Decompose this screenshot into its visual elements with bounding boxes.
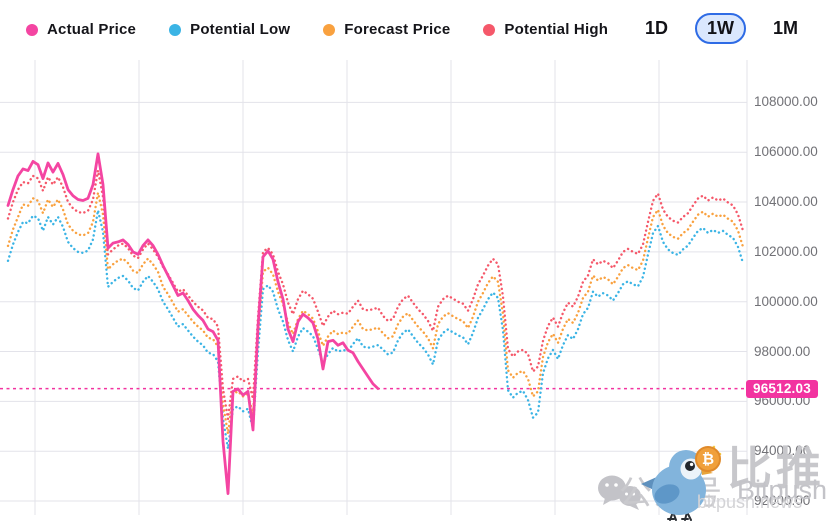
legend-item-label: Potential High	[504, 21, 609, 38]
range-selector: 1D 1W 1M	[633, 13, 810, 44]
y-axis-tick-label: 102000.00	[754, 243, 818, 259]
legend-item-forecast-price[interactable]: Forecast Price	[323, 21, 450, 38]
y-axis-tick-label: 100000.00	[754, 293, 818, 309]
y-axis-labels: 108000.00 106000.00 104000.00 102000.00 1000…	[754, 0, 831, 521]
legend-item-label: Potential Low	[190, 21, 291, 38]
legend-dot-icon	[483, 23, 496, 36]
series-line-potential-high	[6, 169, 745, 420]
legend-dot-icon	[26, 23, 38, 36]
y-axis-tick-label: 104000.00	[754, 194, 818, 210]
series-line-potential-low	[6, 209, 745, 450]
current-price-badge: 96512.03	[746, 379, 818, 398]
legend-item-actual-price[interactable]: Actual Price	[26, 21, 136, 38]
y-axis-tick-label: 98000.00	[754, 343, 811, 359]
y-axis-tick-label: 106000.00	[754, 144, 818, 160]
range-button-1d[interactable]: 1D	[633, 13, 680, 44]
legend-item-label: Forecast Price	[344, 21, 451, 38]
y-axis-tick-label: 92000.00	[754, 493, 811, 509]
legend-item-potential-low[interactable]: Potential Low	[169, 21, 290, 38]
legend-item-potential-high[interactable]: Potential High	[483, 21, 608, 38]
legend: Actual Price Potential Low Forecast Price P…	[26, 21, 608, 38]
chart-header: Actual Price Potential Low Forecast Price P…	[0, 0, 831, 56]
legend-dot-icon	[169, 23, 182, 36]
legend-item-label: Actual Price	[47, 21, 137, 38]
y-axis-tick-label: 94000.00	[754, 443, 811, 459]
legend-dot-icon	[323, 23, 336, 36]
range-button-1w[interactable]: 1W	[694, 13, 746, 44]
series-line-forecast-price	[6, 191, 745, 435]
range-button-1m[interactable]: 1M	[761, 13, 810, 44]
series-line-actual-price	[6, 152, 380, 496]
y-axis-tick-label: 108000.00	[754, 94, 818, 110]
